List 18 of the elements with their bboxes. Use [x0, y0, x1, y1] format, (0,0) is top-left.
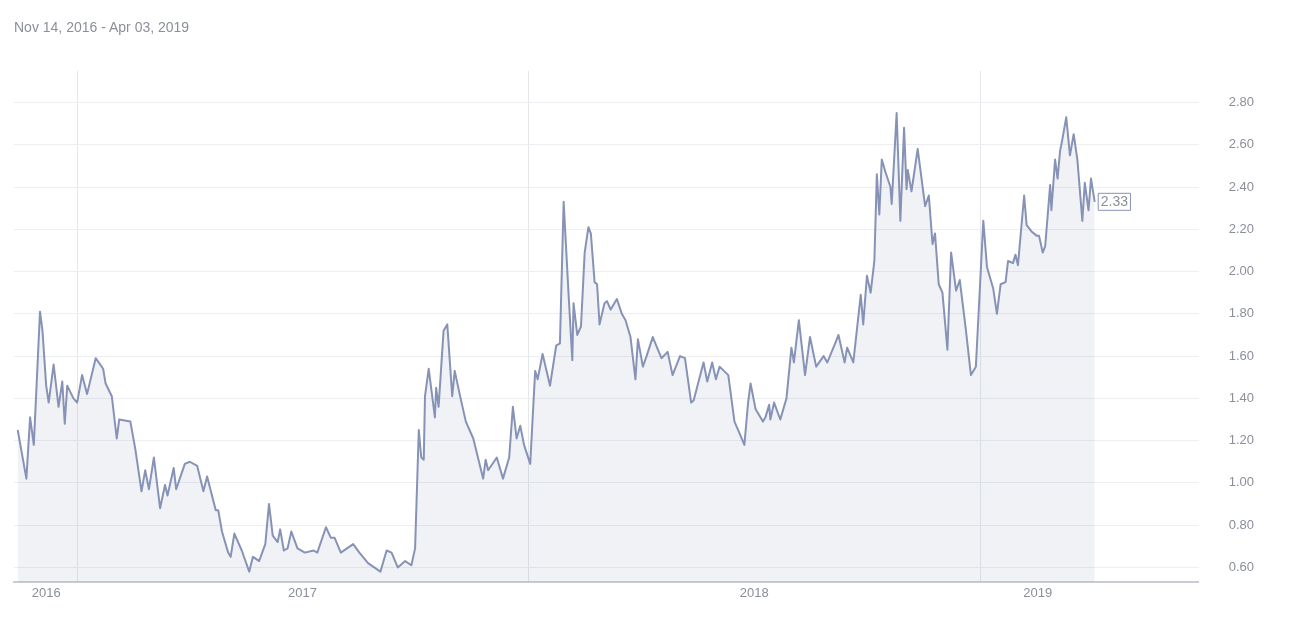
y-tick-label: 2.20: [1228, 220, 1255, 236]
y-tick-label: 2.00: [1228, 263, 1255, 279]
y-tick-label: 0.80: [1228, 516, 1255, 532]
y-tick-label: 2.60: [1228, 136, 1255, 152]
x-tick-label: 2018: [739, 584, 769, 600]
y-tick-label: 1.60: [1228, 347, 1255, 363]
x-tick-label: 2017: [287, 584, 317, 600]
y-tick-label: 2.40: [1228, 178, 1255, 194]
annotation: 2.33: [1100, 192, 1129, 209]
y-tick-label: 1.80: [1228, 305, 1255, 321]
y-tick-label: 1.20: [1228, 432, 1255, 448]
x-tick-label: 2019: [1023, 584, 1053, 600]
chart-title: Nov 14, 2016 - Apr 03, 2019: [14, 19, 190, 36]
y-tick-label: 0.60: [1228, 558, 1255, 574]
y-tick-label: 1.00: [1228, 474, 1255, 490]
x-tick-label: 2016: [31, 584, 61, 600]
y-tick-label: 1.40: [1228, 389, 1255, 405]
y-tick-label: 2.80: [1228, 94, 1255, 110]
